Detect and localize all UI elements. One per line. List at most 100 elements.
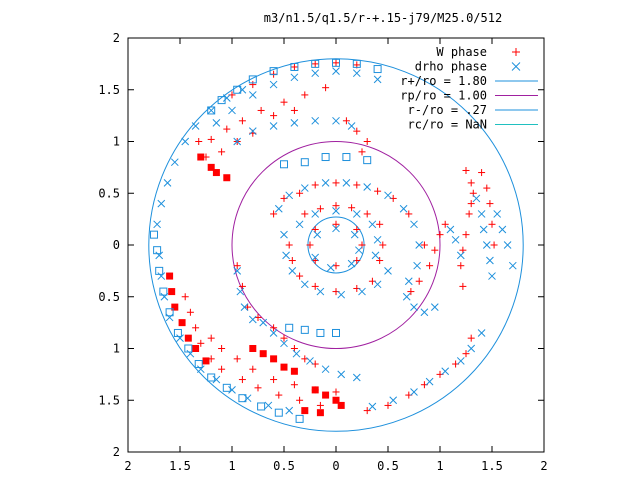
drho-phase-open--point-15 — [150, 230, 158, 239]
drho-phase-point-9 — [233, 137, 242, 146]
w-phase-point-45 — [384, 401, 392, 409]
y-tick-label-1: 1.5 — [98, 83, 120, 97]
w-phase-filled--point-14 — [184, 334, 192, 342]
w-phase-point-9 — [218, 148, 226, 156]
w-phase-point-99 — [376, 257, 384, 265]
drho-phase-point-102 — [313, 230, 322, 239]
series-drho-phase-open- — [150, 58, 382, 423]
w-phase-filled--point-13 — [178, 319, 186, 327]
w-phase-point-107 — [306, 241, 314, 249]
circle-rp-ro — [231, 141, 441, 349]
w-phase-point-101 — [332, 220, 340, 228]
drho-phase-point-22 — [493, 210, 502, 218]
w-phase-filled--point-15 — [192, 345, 200, 352]
drho-phase-point-0 — [269, 80, 278, 89]
drho-phase-open--point-16 — [153, 246, 162, 255]
w-phase-point-0 — [195, 138, 203, 145]
legend-entry-3: rp/ro = 1.00 — [400, 89, 538, 103]
drho-phase-point-2 — [311, 69, 320, 78]
drho-phase-open--point-32 — [332, 328, 340, 337]
drho-phase-point-29 — [430, 303, 439, 311]
drho-phase-point-95 — [295, 220, 304, 229]
w-phase-point-85 — [285, 241, 293, 249]
w-phase-point-71 — [280, 334, 288, 342]
w-phase-point-15 — [311, 60, 319, 68]
drho-phase-point-28 — [456, 251, 465, 260]
w-phase-point-61 — [249, 365, 257, 373]
w-phase-point-22 — [353, 127, 361, 135]
drho-phase-point-49 — [228, 386, 236, 394]
drho-phase-point-69 — [352, 373, 361, 382]
drho-phase-point-99 — [368, 220, 377, 229]
drho-phase-open--point-30 — [300, 325, 309, 334]
drho-phase-open--point-21 — [184, 344, 193, 353]
drho-phase-point-106 — [347, 259, 356, 268]
drho-phase-point-31 — [410, 303, 418, 311]
w-phase-point-29 — [465, 210, 473, 218]
drho-phase-open--point-9 — [373, 65, 382, 74]
w-phase-point-79 — [332, 179, 340, 187]
drho-phase-open--point-19 — [165, 308, 174, 317]
w-phase-point-70 — [270, 324, 278, 332]
drho-phase-point-17 — [477, 210, 486, 218]
drho-phase-point-45 — [176, 334, 184, 343]
drho-phase-point-108 — [311, 253, 320, 262]
legend-entry-1: drho phase — [415, 60, 521, 74]
y-tick-label-5: 0.5 — [98, 290, 120, 304]
drho-phase-point-40 — [368, 402, 377, 411]
drho-phase-point-30 — [420, 308, 429, 317]
drho-phase-point-65 — [292, 349, 301, 358]
drho-phase-open--point-18 — [159, 287, 168, 296]
w-phase-point-95 — [348, 204, 356, 212]
drho-phase-point-93 — [373, 280, 382, 289]
drho-phase-point-90 — [316, 287, 325, 296]
legend-swatch-1 — [511, 62, 521, 71]
drho-phase-point-14 — [332, 116, 340, 125]
drho-phase-point-62 — [259, 318, 268, 327]
w-phase-filled--point-8 — [301, 407, 309, 415]
drho-phase-point-66 — [306, 357, 314, 365]
drho-phase-open--point-13 — [300, 158, 309, 167]
drho-phase-open--point-29 — [285, 323, 294, 332]
drho-phase-point-38 — [410, 388, 418, 396]
w-phase-point-80 — [353, 181, 361, 189]
w-phase-point-113 — [441, 220, 449, 228]
w-phase-point-37 — [488, 220, 496, 228]
y-tick-label-2: 1 — [113, 135, 120, 149]
drho-phase-open--point-11 — [342, 153, 351, 162]
drho-phase-point-107 — [326, 263, 335, 272]
w-phase-filled--point-10 — [166, 272, 174, 280]
drho-phase-open--point-12 — [363, 156, 372, 165]
w-phase-point-32 — [457, 262, 465, 270]
drho-phase-point-98 — [352, 210, 361, 218]
drho-phase-point-80 — [384, 191, 392, 200]
drho-phase-point-15 — [347, 122, 356, 130]
w-phase-filled--point-17 — [249, 345, 257, 352]
w-phase-point-39 — [467, 334, 475, 342]
drho-phase-point-81 — [399, 204, 408, 213]
x-tick-label-0: 2 — [124, 459, 131, 473]
drho-phase-point-87 — [282, 251, 290, 260]
drho-phase-point-96 — [311, 210, 320, 218]
w-phase-point-47 — [181, 293, 189, 301]
x-tick-label-4: 0 — [332, 459, 339, 473]
w-phase-filled--point-7 — [337, 401, 345, 409]
drho-phase-point-33 — [477, 329, 486, 337]
drho-phase-point-64 — [280, 339, 288, 348]
data-points — [150, 58, 517, 423]
drho-phase-point-41 — [155, 251, 164, 260]
drho-phase-point-68 — [337, 370, 346, 379]
drho-phase-open--point-23 — [207, 373, 216, 382]
drho-phase-point-25 — [508, 261, 517, 270]
w-phase-point-2 — [223, 125, 231, 133]
w-phase-point-78 — [311, 181, 319, 189]
axis-ticks: 2 1.5 1 0.5 0 0.5 1 1.5 221.510.500.511.52 — [98, 31, 547, 473]
series-w-phase-filled- — [166, 153, 345, 417]
drho-phase-open--point-8 — [352, 59, 361, 68]
drho-phase-open--point-1 — [217, 96, 226, 105]
drho-phase-point-91 — [337, 290, 346, 299]
w-phase-point-14 — [290, 63, 298, 71]
w-phase-point-93 — [316, 205, 324, 213]
w-phase-point-40 — [462, 350, 470, 358]
w-phase-filled--point-18 — [259, 350, 267, 358]
